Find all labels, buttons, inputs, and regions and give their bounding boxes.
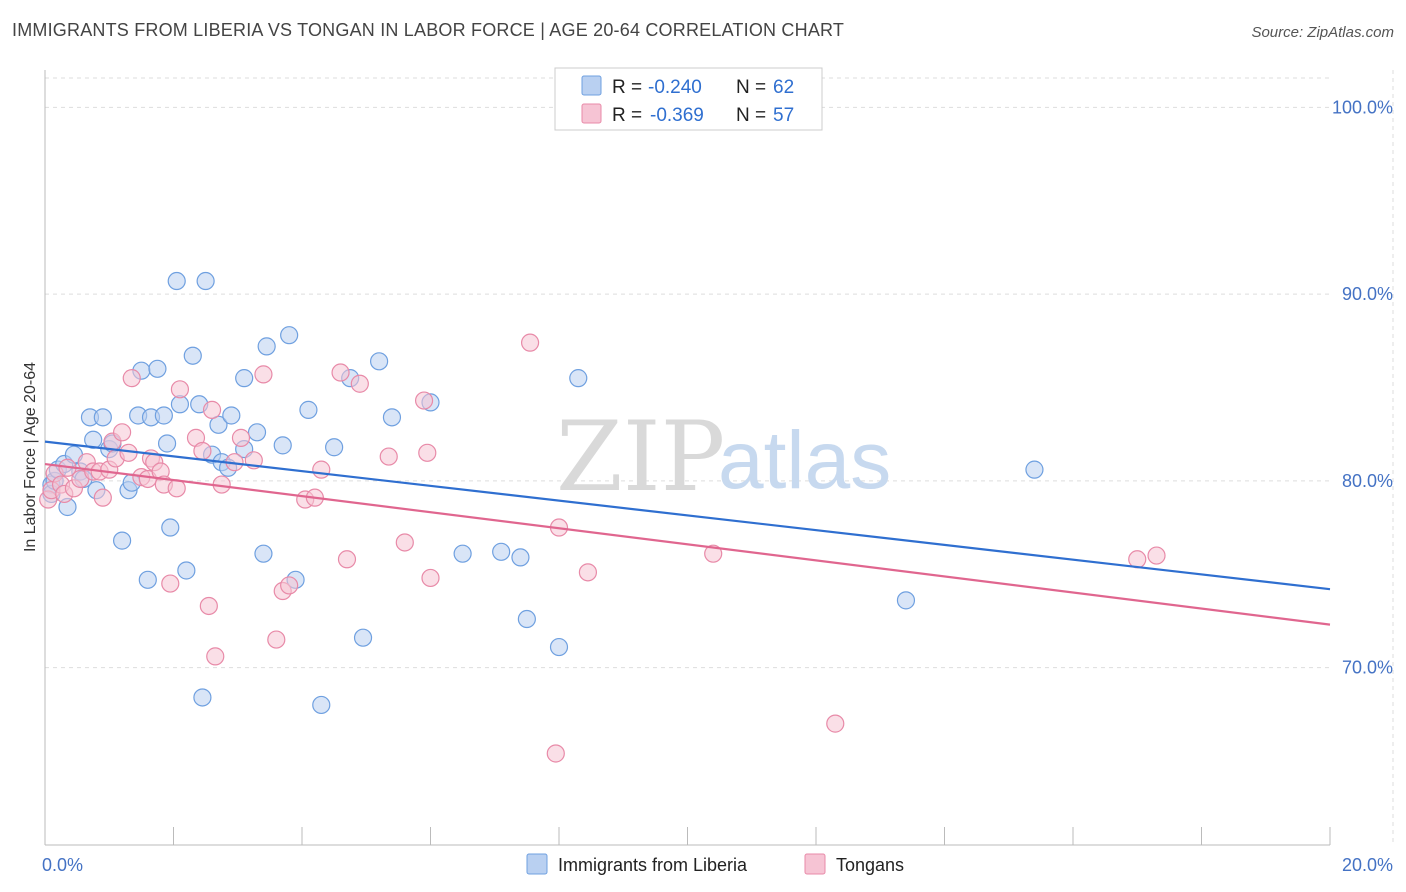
legend-r-value-liberia: -0.240 [648, 77, 702, 98]
point-liberia [177, 561, 196, 580]
point-tongans [254, 365, 273, 384]
point-liberia [299, 400, 318, 419]
point-tongans [414, 391, 434, 410]
legend-r-label-tongans: R = [612, 105, 642, 126]
point-liberia [93, 408, 112, 427]
point-liberia [517, 609, 536, 629]
point-tongans [199, 596, 218, 616]
source-label: Source: ZipAtlas.com [1251, 24, 1394, 41]
trendline-tongans [44, 462, 1331, 626]
point-liberia [167, 271, 186, 291]
point-liberia [325, 438, 344, 457]
x-tick-label: 0.0% [42, 855, 83, 875]
trendline-liberia [44, 440, 1331, 591]
y-tick-label: 100.0% [1332, 97, 1393, 117]
point-liberia [1025, 460, 1044, 479]
legend-n-value-tongans: 57 [773, 105, 794, 126]
point-liberia [161, 518, 180, 537]
legend-n-label-liberia: N = [736, 77, 766, 98]
series-label-tongans: Tongans [836, 855, 904, 875]
point-tongans [379, 447, 398, 466]
legend-n-label-tongans: N = [736, 105, 766, 126]
point-tongans [193, 441, 212, 461]
point-liberia [154, 406, 173, 425]
point-liberia [148, 359, 167, 378]
point-tongans [112, 423, 132, 442]
point-tongans [93, 488, 112, 507]
point-tongans [1147, 546, 1166, 565]
y-tick-label: 80.0% [1342, 471, 1393, 491]
point-liberia [112, 531, 132, 550]
tick-labels: 70.0% 80.0% 90.0% 100.0% 0.0% 20.0% [42, 97, 1393, 875]
trend-lines [44, 440, 1331, 626]
point-liberia [254, 544, 273, 563]
point-tongans [578, 563, 598, 582]
legend-r-value-tongans: -0.369 [650, 105, 704, 126]
point-tongans [1128, 550, 1147, 569]
watermark: ZIP atlas [556, 401, 891, 513]
legend-n-value-liberia: 62 [773, 77, 794, 98]
point-tongans [337, 550, 357, 569]
watermark-atlas: atlas [718, 415, 891, 506]
watermark-zip: ZIP [556, 401, 725, 513]
x-tick-label: 20.0% [1342, 855, 1393, 875]
point-liberia [157, 434, 177, 453]
point-tongans [206, 647, 225, 666]
point-liberia [138, 570, 157, 589]
point-tongans [331, 363, 350, 382]
legend-r-label-liberia: R = [612, 77, 642, 98]
point-liberia [382, 408, 402, 427]
point-liberia [896, 591, 916, 610]
point-liberia [453, 544, 472, 563]
legend-swatch-liberia [581, 75, 602, 96]
stats-legend: R = -0.240 N = 62 R = -0.369 N = 57 [554, 67, 823, 131]
point-tongans [122, 369, 141, 388]
point-tongans [267, 630, 286, 649]
point-liberia [257, 337, 276, 356]
point-liberia [312, 695, 331, 715]
point-tongans [826, 714, 845, 733]
point-tongans [546, 744, 565, 763]
point-liberia [549, 637, 569, 657]
point-tongans [704, 544, 723, 563]
point-liberia [511, 548, 530, 567]
point-tongans [421, 568, 440, 588]
point-liberia [370, 352, 389, 371]
point-liberia [247, 423, 267, 442]
point-tongans [202, 400, 222, 419]
point-liberia [273, 436, 292, 455]
point-liberia [222, 406, 241, 425]
point-tongans [167, 479, 186, 498]
legend-swatch-tongans [581, 103, 602, 124]
series-swatch-liberia [526, 853, 548, 875]
chart-title: IMMIGRANTS FROM LIBERIA VS TONGAN IN LAB… [12, 20, 845, 40]
point-liberia [183, 346, 202, 365]
series-swatch-tongans [804, 853, 826, 875]
point-liberia [280, 326, 299, 345]
point-tongans [312, 460, 331, 479]
point-liberia [196, 271, 215, 291]
point-liberia [353, 628, 373, 647]
point-tongans [350, 374, 369, 393]
point-tongans [395, 533, 414, 552]
point-liberia [235, 369, 254, 388]
y-tick-label: 70.0% [1342, 658, 1393, 678]
y-axis-title: In Labor Force | Age 20-64 [22, 362, 39, 552]
point-liberia [569, 369, 588, 388]
series-label-liberia: Immigrants from Liberia [558, 855, 748, 875]
point-tongans [418, 443, 437, 462]
point-liberia [492, 542, 511, 561]
y-tick-label: 90.0% [1342, 284, 1393, 304]
point-tongans [520, 333, 540, 352]
point-tongans [170, 380, 190, 399]
point-liberia [193, 688, 212, 707]
axes [44, 70, 1331, 846]
series-legend: Immigrants from Liberia Tongans [526, 853, 904, 875]
point-tongans [161, 574, 180, 593]
data-points [39, 271, 1166, 763]
point-tongans [280, 576, 299, 595]
point-tongans [231, 428, 251, 447]
